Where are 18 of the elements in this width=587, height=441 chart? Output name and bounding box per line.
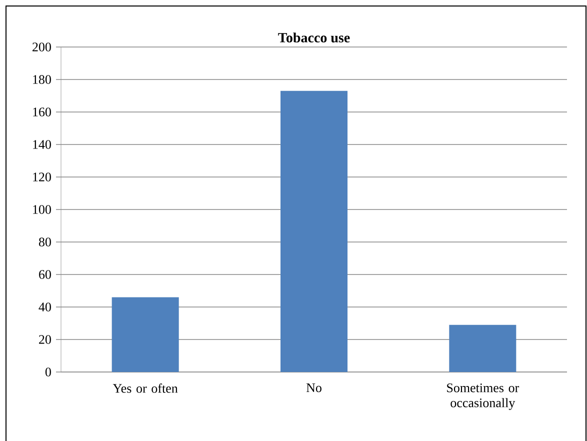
y-tick-label: 20	[39, 335, 51, 344]
y-tick-label: 80	[38, 238, 51, 246]
y-tick-label: 140	[33, 140, 51, 149]
y-tick-label: 40	[38, 302, 51, 312]
y-tick-label: 120	[33, 172, 51, 182]
y-tick-label: 60	[39, 270, 51, 279]
y-tick-label: 180	[33, 75, 51, 84]
y-tick-label: 100	[33, 205, 51, 214]
x-tick-label: No	[306, 384, 322, 392]
x-tick-label: Sometimes or occasionally	[447, 384, 520, 410]
bar	[112, 297, 179, 372]
x-tick-label: Yes or often	[112, 384, 178, 393]
y-tick-label: 0	[45, 368, 51, 376]
bar	[449, 324, 516, 372]
bar	[280, 90, 348, 372]
chart-title: Tobacco use	[278, 32, 350, 42]
y-tick-label: 160	[33, 108, 51, 116]
y-tick-label: 200	[32, 42, 51, 52]
